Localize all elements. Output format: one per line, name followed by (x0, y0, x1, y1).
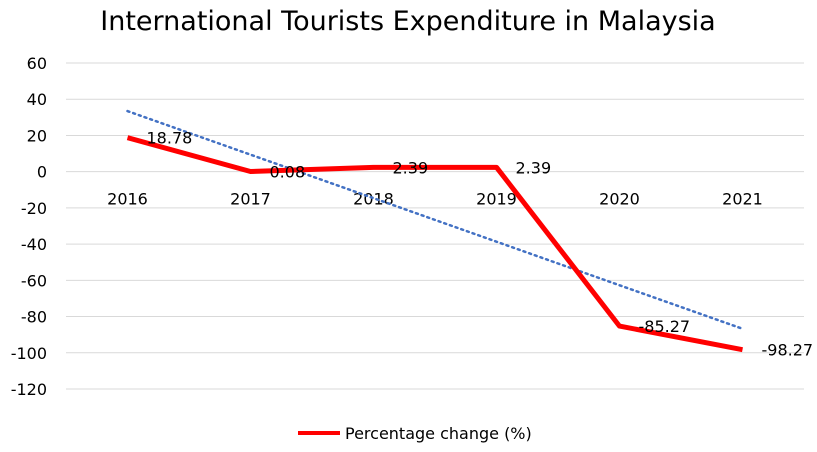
trendline (128, 111, 743, 329)
data-label: -98.27 (762, 341, 814, 360)
y-tick-label: -20 (21, 199, 47, 218)
y-tick-label: -120 (11, 380, 47, 399)
x-tick-label: 2020 (599, 190, 640, 209)
y-tick-label: -40 (21, 235, 47, 254)
y-tick-label: 0 (37, 163, 47, 182)
data-label: 2.39 (393, 158, 429, 177)
x-tick-label: 2016 (107, 190, 148, 209)
data-label: 18.78 (147, 129, 193, 148)
y-tick-label: 60 (27, 54, 47, 73)
data-label: -85.27 (639, 317, 691, 336)
x-tick-label: 2019 (476, 190, 517, 209)
data-label: 2.39 (516, 158, 552, 177)
legend: Percentage change (%) (298, 424, 532, 443)
y-tick-label: 40 (27, 90, 47, 109)
x-tick-label: 2017 (230, 190, 271, 209)
chart-title: International Tourists Expenditure in Ma… (100, 6, 715, 37)
y-tick-label: -100 (11, 344, 47, 363)
y-tick-label: 20 (27, 126, 47, 145)
data-label: 0.08 (270, 163, 306, 182)
y-tick-label: -80 (21, 308, 47, 327)
legend-label: Percentage change (%) (345, 424, 532, 443)
x-tick-label: 2021 (722, 190, 763, 209)
y-tick-label: -60 (21, 271, 47, 290)
